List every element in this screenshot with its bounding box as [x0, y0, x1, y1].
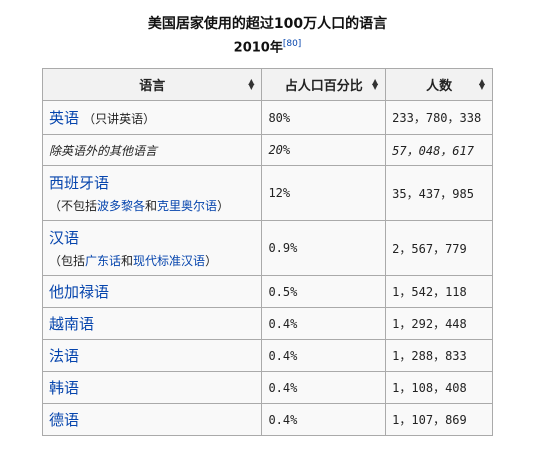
- count-cell: 1，108，408: [385, 371, 493, 404]
- table-row: 韩语 0.4% 1，108，408: [41, 371, 493, 404]
- table-row: 越南语 0.4% 1，292，448: [41, 307, 493, 340]
- header-language-label: 语言: [139, 79, 166, 94]
- header-percent-label: 占人口百分比: [284, 79, 363, 94]
- reference-link[interactable]: [80]: [282, 39, 302, 49]
- count-cell: 1，107，869: [385, 403, 493, 436]
- note-text: （包括: [49, 254, 86, 268]
- note-text: （不包括: [49, 199, 98, 213]
- table-row: 法语 0.4% 1，288，833: [41, 339, 493, 372]
- percent-cell: 0.9%: [261, 220, 387, 276]
- reference-sup: [80]: [283, 39, 301, 49]
- count-cell: 233，780，338: [385, 100, 493, 135]
- note-text: 和: [121, 254, 134, 268]
- percent-cell: 0.5%: [261, 275, 387, 308]
- language-link[interactable]: 韩语: [49, 379, 80, 397]
- percent-cell: 0.4%: [261, 339, 387, 372]
- count-cell: 1，542，118: [385, 275, 493, 308]
- percent-cell: 0.4%: [261, 307, 387, 340]
- caption-year-line: 2010年[80]: [0, 34, 535, 58]
- table-row: 西班牙语 （不包括波多黎各和克里奥尔语） 12% 35，437，985: [41, 165, 493, 221]
- note-link[interactable]: 波多黎各: [97, 199, 146, 213]
- percent-cell: 20%: [261, 134, 387, 166]
- header-count[interactable]: 人数 ▲ ▼: [385, 68, 493, 101]
- language-link[interactable]: 德语: [49, 411, 80, 429]
- language-link[interactable]: 汉语: [49, 229, 80, 247]
- language-note: （只讲英语）: [83, 112, 156, 126]
- language-cell: 越南语: [41, 307, 263, 340]
- caption-year: 2010年: [233, 40, 283, 56]
- count-cell: 1，288，833: [385, 339, 493, 372]
- count-cell: 2，567，779: [385, 220, 493, 276]
- language-note: （不包括波多黎各和克里奥尔语）: [49, 197, 255, 214]
- sort-arrows-icon[interactable]: ▲ ▼: [248, 77, 255, 91]
- sort-arrows-icon[interactable]: ▲ ▼: [372, 77, 379, 91]
- percent-cell: 0.4%: [261, 403, 387, 436]
- percent-cell: 80%: [261, 100, 387, 135]
- count-cell: 57，048，617: [385, 134, 493, 166]
- caption-title: 美国居家使用的超过100万人口的语言: [147, 16, 388, 32]
- percent-cell: 12%: [261, 165, 387, 221]
- table-row: 汉语 （包括广东话和现代标准汉语） 0.9% 2，567，779: [41, 220, 493, 276]
- language-cell: 韩语: [41, 371, 263, 404]
- language-cell: 西班牙语 （不包括波多黎各和克里奥尔语）: [41, 165, 263, 221]
- count-cell: 1，292，448: [385, 307, 493, 340]
- language-cell: 法语: [41, 339, 263, 372]
- header-count-label: 人数: [426, 79, 453, 94]
- note-text: 和: [145, 199, 158, 213]
- note-link[interactable]: 广东话: [85, 254, 122, 268]
- percent-cell: 0.4%: [261, 371, 387, 404]
- sort-arrows-icon[interactable]: ▲ ▼: [478, 77, 485, 91]
- language-link[interactable]: 英语: [49, 109, 80, 127]
- language-link[interactable]: 他加禄语: [49, 283, 110, 301]
- language-cell: 英语 （只讲英语）: [41, 100, 263, 135]
- header-language[interactable]: 语言 ▲ ▼: [41, 68, 263, 101]
- language-cell: 除英语外的其他语言: [41, 134, 263, 166]
- language-link[interactable]: 法语: [49, 347, 80, 365]
- language-cell: 汉语 （包括广东话和现代标准汉语）: [41, 220, 263, 276]
- table-row: 英语 （只讲英语） 80% 233，780，338: [41, 100, 493, 135]
- language-link[interactable]: 越南语: [49, 315, 95, 333]
- table-row: 德语 0.4% 1，107，869: [41, 403, 493, 436]
- table-row: 除英语外的其他语言 20% 57，048，617: [41, 134, 493, 166]
- language-link[interactable]: 西班牙语: [49, 174, 110, 192]
- language-cell: 他加禄语: [41, 275, 263, 308]
- table-row: 他加禄语 0.5% 1，542，118: [41, 275, 493, 308]
- language-note: （包括广东话和现代标准汉语）: [49, 252, 255, 269]
- note-link[interactable]: 克里奥尔语: [157, 199, 218, 213]
- table-caption: 美国居家使用的超过100万人口的语言 2010年[80]: [0, 14, 535, 58]
- count-cell: 35，437，985: [385, 165, 493, 221]
- header-row: 语言 ▲ ▼ 占人口百分比 ▲ ▼ 人数 ▲ ▼: [41, 68, 493, 101]
- note-text: ）: [217, 199, 230, 213]
- header-percent[interactable]: 占人口百分比 ▲ ▼: [261, 68, 387, 101]
- note-text: ）: [205, 254, 218, 268]
- language-cell: 德语: [41, 403, 263, 436]
- languages-table: 语言 ▲ ▼ 占人口百分比 ▲ ▼ 人数 ▲ ▼ 英语 （只讲英语） 80% 233，780…: [41, 68, 493, 436]
- note-link[interactable]: 现代标准汉语: [133, 254, 206, 268]
